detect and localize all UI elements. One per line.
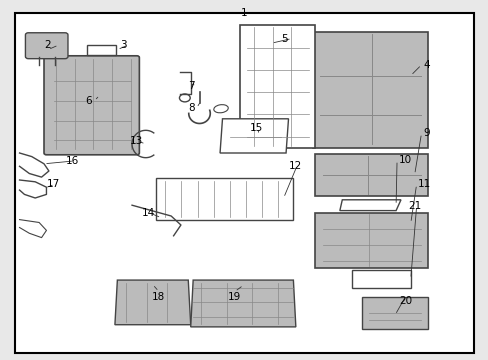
- Text: 13: 13: [129, 136, 142, 146]
- Ellipse shape: [213, 105, 228, 113]
- FancyBboxPatch shape: [87, 45, 116, 55]
- Text: 12: 12: [288, 161, 301, 171]
- Text: 4: 4: [422, 60, 429, 70]
- Text: 11: 11: [417, 179, 430, 189]
- Text: 20: 20: [399, 296, 411, 306]
- Polygon shape: [315, 213, 427, 268]
- Polygon shape: [115, 280, 190, 325]
- Text: 8: 8: [188, 103, 195, 113]
- Polygon shape: [220, 119, 288, 153]
- Polygon shape: [190, 280, 295, 327]
- Polygon shape: [156, 178, 293, 220]
- Text: 19: 19: [227, 292, 241, 302]
- FancyBboxPatch shape: [25, 33, 68, 59]
- Text: 5: 5: [281, 33, 287, 44]
- Text: 14: 14: [142, 208, 155, 218]
- FancyBboxPatch shape: [44, 56, 139, 155]
- Ellipse shape: [179, 94, 190, 102]
- Polygon shape: [315, 154, 427, 196]
- Text: 10: 10: [398, 155, 411, 165]
- FancyBboxPatch shape: [15, 13, 473, 353]
- Polygon shape: [239, 25, 315, 148]
- Text: 17: 17: [46, 179, 60, 189]
- Text: 7: 7: [188, 81, 195, 91]
- Text: 1: 1: [241, 8, 247, 18]
- Text: 3: 3: [120, 40, 126, 50]
- Polygon shape: [312, 32, 427, 148]
- Polygon shape: [361, 297, 427, 329]
- Polygon shape: [339, 200, 400, 211]
- Text: 16: 16: [66, 156, 79, 166]
- Text: 9: 9: [422, 128, 429, 138]
- Text: 21: 21: [407, 201, 421, 211]
- Text: 15: 15: [249, 123, 262, 133]
- Text: 6: 6: [85, 96, 92, 106]
- Text: 18: 18: [152, 292, 165, 302]
- Polygon shape: [351, 270, 410, 288]
- Text: 2: 2: [44, 40, 51, 50]
